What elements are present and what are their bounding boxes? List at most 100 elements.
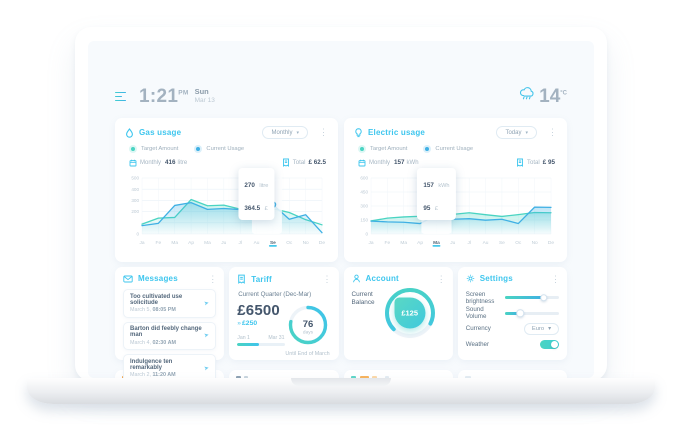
settings-row: Weather <box>466 337 559 353</box>
gas-stat-value: 416 <box>165 159 176 166</box>
month-label-de[interactable]: De <box>548 240 554 246</box>
clock-time: 1:21PM <box>139 85 189 107</box>
month-label-no[interactable]: No <box>303 240 309 246</box>
settings-more-menu[interactable]: ⋮ <box>551 274 560 284</box>
hidden-card-fragment <box>229 370 339 378</box>
electric-usage-card: Electric usage Today ▾ ⋮ Target Amount Cur… <box>344 118 567 262</box>
month-label-de[interactable]: De <box>319 240 325 246</box>
tariff-more-menu[interactable]: ⋮ <box>322 274 332 284</box>
month-label-ma[interactable]: Ma <box>433 240 440 246</box>
tariff-delta: »£250 <box>237 320 258 327</box>
open-message-arrow-icon[interactable]: ➤ <box>203 365 210 373</box>
balance-label: Current Balance <box>351 291 375 307</box>
messages-more-menu[interactable]: ⋮ <box>208 274 218 284</box>
messages-header: Messages <box>123 274 216 283</box>
calendar-icon <box>129 159 137 167</box>
month-label-jl[interactable]: Jl <box>238 240 241 246</box>
legend-item: Current Usage <box>194 145 244 153</box>
account-title: Account <box>365 274 399 283</box>
usage-row: Gas usage Monthly ▾ ⋮ Target Amount Curren… <box>115 118 567 262</box>
setting-label: Currency <box>465 325 491 333</box>
month-label-se[interactable]: Se <box>270 240 276 246</box>
month-label-no[interactable]: No <box>532 240 538 246</box>
gas-total: Total £ 62.5 <box>282 158 326 167</box>
account-more-menu[interactable]: ⋮ <box>436 274 446 284</box>
month-label-ja[interactable]: Ja <box>139 240 144 246</box>
calendar-icon <box>358 159 366 167</box>
chevron-down-icon: ▾ <box>296 129 299 136</box>
message-title: Barton did feebly change man <box>130 326 202 338</box>
month-label-ja[interactable]: Ja <box>368 240 373 246</box>
currency-dropdown[interactable]: Euro ▾ <box>523 322 559 335</box>
gas-period-dropdown[interactable]: Monthly ▾ <box>262 126 308 139</box>
temperature: 14°C <box>539 85 567 107</box>
month-label-au[interactable]: Au <box>483 240 489 246</box>
message-item[interactable]: Barton did feebly change man March 4, 02:… <box>123 321 217 350</box>
screen-brightness-slider[interactable] <box>505 294 559 302</box>
svg-text:0: 0 <box>136 232 139 237</box>
chevron-down-icon: ▾ <box>548 325 551 332</box>
gas-droplet-icon <box>125 127 134 138</box>
month-label-ma[interactable]: Ma <box>400 240 407 246</box>
setting-label: Screen brightness <box>465 290 495 305</box>
legend-dot-icon <box>129 145 137 153</box>
electric-total: Total £ 95 <box>516 158 555 167</box>
gas-chart[interactable]: 500 400 300 200 0 Ja Fe Ma Ap Ma Ju Jl Au Se Oc No De 27… <box>125 168 328 247</box>
month-label-se[interactable]: Se <box>499 240 505 246</box>
clock-date: Mar 13 <box>194 97 215 105</box>
balance-badge: £125 <box>394 297 426 329</box>
settings-header: Settings <box>466 274 559 283</box>
month-label-ap[interactable]: Ap <box>188 240 194 246</box>
open-message-arrow-icon[interactable]: ➤ <box>203 300 210 308</box>
month-label-fe[interactable]: Fe <box>156 240 162 246</box>
tariff-card: Tariff ⋮ Current Quarter (Dec-Mar) £6500… <box>229 267 339 360</box>
weather-widget: 14°C <box>519 86 567 108</box>
svg-text:600: 600 <box>360 176 368 181</box>
svg-text:150: 150 <box>360 218 368 223</box>
lightbulb-icon <box>354 127 363 138</box>
laptop-base <box>27 378 655 404</box>
message-item[interactable]: Indulgence ten remarkably March 2, 11:20 … <box>123 354 217 378</box>
legend-dot-icon <box>358 145 366 153</box>
legend-label: Current Usage <box>435 146 474 152</box>
sound-volume-slider-handle[interactable] <box>516 309 524 317</box>
gas-more-menu[interactable]: ⋮ <box>319 127 328 137</box>
month-label-jl[interactable]: Jl <box>467 240 470 246</box>
days-ring: 76 days <box>288 305 327 345</box>
legend-item: Target Amount <box>358 145 407 153</box>
svg-text:0: 0 <box>365 232 368 237</box>
electric-legend: Target Amount Current Usage <box>358 145 557 153</box>
electric-period-dropdown[interactable]: Today ▾ <box>496 126 537 139</box>
open-message-arrow-icon[interactable]: ➤ <box>203 332 210 340</box>
sound-volume-slider[interactable] <box>505 309 559 317</box>
gas-stat-label: Monthly <box>140 159 162 166</box>
month-label-oc[interactable]: Oc <box>515 240 522 246</box>
laptop-bezel: 1:21PM Sun Mar 13 14°C <box>75 27 607 381</box>
account-body: Current Balance <box>352 285 445 341</box>
weather-toggle[interactable] <box>540 339 559 349</box>
message-item[interactable]: Too cultivated use solicitude March 5, 08… <box>123 289 217 318</box>
legend-item: Target Amount <box>129 145 178 153</box>
settings-title: Settings <box>479 274 513 283</box>
tariff-progressbar <box>237 343 285 346</box>
hidden-card-fragment <box>343 370 453 378</box>
menu-icon[interactable] <box>115 91 126 102</box>
svg-text:450: 450 <box>360 190 368 195</box>
gas-total-value: £ 62.5 <box>308 159 326 166</box>
electric-stat-row: Monthly 157 kWh Total £ 95 <box>358 158 557 167</box>
electric-chart[interactable]: 600 450 300 150 0 Ja Fe Ma Ap Ma Ju Jl Au Se Oc No De 15… <box>354 168 557 247</box>
month-label-ju[interactable]: Ju <box>221 240 226 246</box>
svg-text:400: 400 <box>131 187 139 192</box>
gas-usage-card: Gas usage Monthly ▾ ⋮ Target Amount Curren… <box>115 118 338 262</box>
electric-more-menu[interactable]: ⋮ <box>548 127 557 137</box>
month-label-fe[interactable]: Fe <box>385 240 391 246</box>
month-label-oc[interactable]: Oc <box>286 240 293 246</box>
month-label-ma[interactable]: Ma <box>171 240 178 246</box>
month-label-ju[interactable]: Ju <box>450 240 455 246</box>
month-label-ap[interactable]: Ap <box>417 240 423 246</box>
month-label-au[interactable]: Au <box>254 240 260 246</box>
clock-day: Sun <box>194 87 209 97</box>
month-label-ma[interactable]: Ma <box>204 240 211 246</box>
screen-brightness-slider-handle[interactable] <box>540 294 548 302</box>
